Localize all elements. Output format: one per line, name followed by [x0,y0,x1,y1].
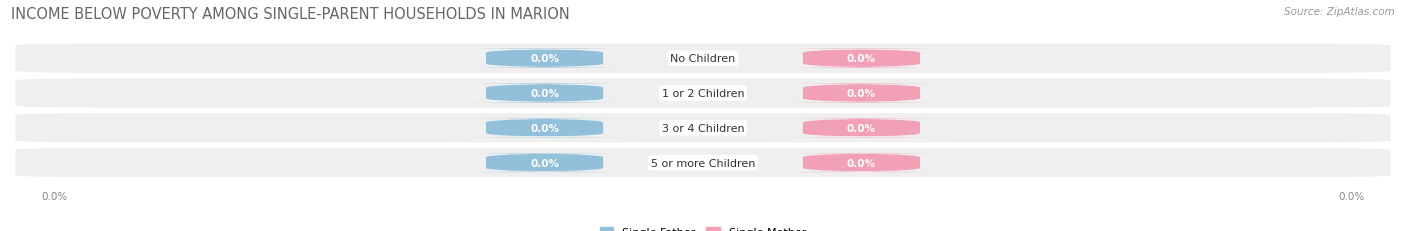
FancyBboxPatch shape [15,79,1391,108]
Text: 0.0%: 0.0% [530,54,560,64]
Legend: Single Father, Single Mother: Single Father, Single Mother [600,227,806,231]
FancyBboxPatch shape [437,119,651,138]
Text: 0.0%: 0.0% [530,88,560,99]
Text: 0.0%: 0.0% [846,54,876,64]
Text: No Children: No Children [671,54,735,64]
FancyBboxPatch shape [437,49,651,68]
Text: 0.0%: 0.0% [846,88,876,99]
FancyBboxPatch shape [437,84,651,103]
Text: Source: ZipAtlas.com: Source: ZipAtlas.com [1284,7,1395,17]
FancyBboxPatch shape [15,114,1391,143]
FancyBboxPatch shape [755,49,969,68]
Text: 0.0%: 0.0% [530,123,560,133]
Text: 0.0%: 0.0% [530,158,560,168]
Text: 0.0%: 0.0% [42,191,67,201]
FancyBboxPatch shape [755,84,969,103]
Text: 5 or more Children: 5 or more Children [651,158,755,168]
FancyBboxPatch shape [15,44,1391,73]
FancyBboxPatch shape [437,153,651,172]
Text: 0.0%: 0.0% [1339,191,1364,201]
Text: INCOME BELOW POVERTY AMONG SINGLE-PARENT HOUSEHOLDS IN MARION: INCOME BELOW POVERTY AMONG SINGLE-PARENT… [11,7,569,22]
FancyBboxPatch shape [755,119,969,138]
Text: 3 or 4 Children: 3 or 4 Children [662,123,744,133]
FancyBboxPatch shape [755,153,969,172]
Text: 1 or 2 Children: 1 or 2 Children [662,88,744,99]
FancyBboxPatch shape [15,148,1391,177]
Text: 0.0%: 0.0% [846,158,876,168]
Text: 0.0%: 0.0% [846,123,876,133]
